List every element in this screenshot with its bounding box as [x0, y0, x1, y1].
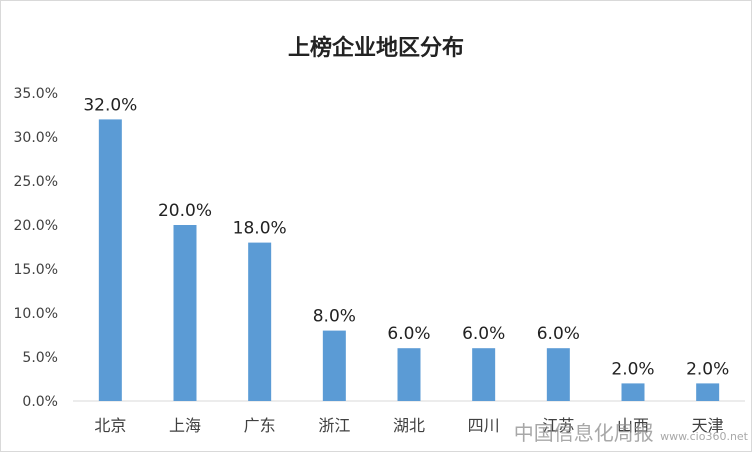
data-label: 8.0% [313, 307, 356, 327]
y-tick-label: 30.0% [14, 130, 58, 146]
bar [696, 383, 720, 401]
y-tick-label: 15.0% [14, 262, 58, 278]
bar [621, 383, 645, 401]
watermark: 中国信息化周报 www.cio360.net [514, 417, 748, 446]
category-label: 江苏 [542, 416, 574, 435]
category-label: 天津 [692, 416, 724, 435]
y-tick-label: 0.0% [22, 394, 58, 410]
bar [98, 119, 122, 402]
category-label: 浙江 [318, 416, 350, 435]
watermark-url: www.cio360.net [660, 430, 748, 443]
data-label: 2.0% [686, 359, 729, 379]
bar [397, 348, 421, 401]
category-label: 广东 [244, 416, 276, 435]
bar [322, 330, 346, 401]
category-label: 湖北 [393, 416, 425, 435]
chart-title: 上榜企业地区分布 [287, 36, 464, 61]
category-label: 山西 [617, 416, 649, 435]
data-label: 6.0% [387, 324, 430, 344]
watermark-text: 中国信息化周报 [513, 421, 654, 445]
data-label: 18.0% [233, 219, 287, 239]
category-label: 北京 [94, 416, 126, 435]
data-label: 32.0% [83, 95, 137, 115]
data-label: 2.0% [611, 359, 654, 379]
data-label: 20.0% [158, 201, 212, 221]
y-tick-label: 20.0% [14, 218, 58, 234]
category-label: 上海 [169, 416, 201, 435]
bar [472, 348, 496, 401]
bar [546, 348, 570, 401]
bar [248, 242, 272, 401]
y-tick-label: 10.0% [14, 306, 58, 322]
y-tick-label: 35.0% [14, 86, 58, 102]
y-tick-label: 5.0% [22, 350, 58, 366]
bar [173, 225, 197, 401]
y-tick-label: 25.0% [14, 174, 58, 190]
data-label: 6.0% [537, 324, 580, 344]
data-label: 6.0% [462, 324, 505, 344]
category-label: 四川 [468, 416, 500, 435]
